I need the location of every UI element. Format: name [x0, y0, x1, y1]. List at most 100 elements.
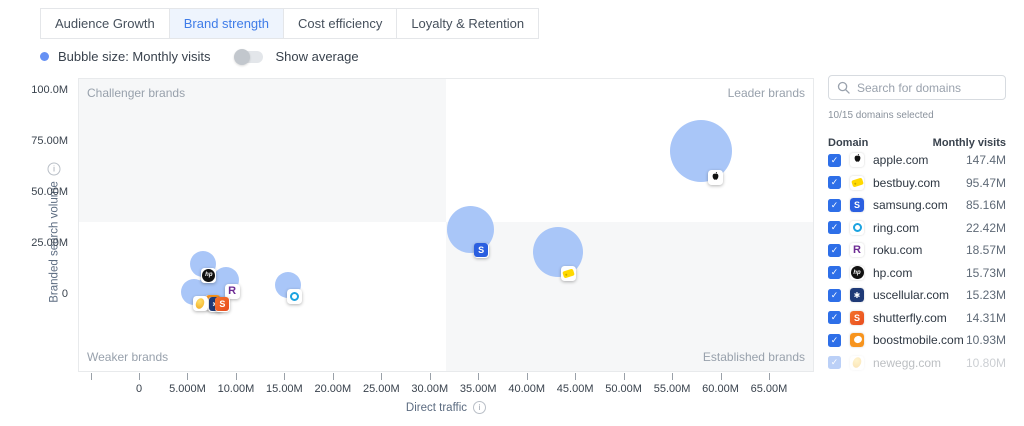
favicon-hp.com: hp [850, 265, 864, 280]
domain-name: newegg.com [873, 355, 942, 370]
column-domain: Domain [828, 137, 869, 149]
x-tick-label: 5.000M [169, 383, 206, 395]
quadrant-label-challenger: Challenger brands [87, 86, 186, 100]
samsung-icon: S [850, 198, 864, 213]
x-tick-label: 60.00M [702, 383, 739, 395]
bubble-favicon-roku.com: R [224, 283, 240, 299]
favicon-samsung.com: S [850, 198, 864, 213]
tab-brand-strength[interactable]: Brand strength [168, 9, 284, 38]
x-tick-mark [381, 373, 383, 380]
domain-name: apple.com [873, 153, 929, 168]
domain-checkbox[interactable]: ✓ [828, 221, 841, 235]
domain-monthly-visits: 147.4M [965, 153, 1006, 168]
x-tick-label: 50.00M [605, 383, 642, 395]
bubble-apple.com[interactable] [670, 120, 733, 182]
domain-row-boostmobile.com[interactable]: ✓ boostmobile.com 10.93M [828, 329, 1006, 352]
x-tick-label: 40.00M [508, 383, 546, 395]
quadrant-fill-bottom-right [446, 221, 813, 371]
uscellular-icon: ✱ [850, 288, 864, 303]
favicon-bestbuy.com [850, 175, 864, 190]
tab-audience-growth[interactable]: Audience Growth [55, 16, 155, 31]
domain-search-input[interactable] [857, 80, 997, 95]
ring-icon [852, 223, 862, 233]
x-tick-mark [720, 373, 722, 380]
y-tick-label: 50.00M [31, 186, 68, 198]
x-axis-info-icon[interactable]: i [473, 401, 487, 414]
domain-checkbox[interactable]: ✓ [828, 153, 841, 167]
domain-name: roku.com [873, 243, 923, 258]
domain-name: shutterfly.com [873, 310, 947, 325]
x-tick-mark [768, 373, 770, 380]
bubble-favicon-apple.com [707, 170, 723, 186]
domain-search-box [828, 75, 1006, 100]
bubble-favicon-newegg.com [192, 295, 208, 311]
ring-icon [289, 291, 299, 301]
x-tick-label: 45.00M [556, 383, 594, 395]
domain-monthly-visits: 15.23M [965, 288, 1006, 303]
roku-icon: R [853, 244, 861, 257]
domain-row-newegg.com[interactable]: ✓ newegg.com 10.80M [828, 352, 1006, 375]
domain-checkbox[interactable]: ✓ [828, 176, 841, 190]
domain-row-uscellular.com[interactable]: ✓ ✱ uscellular.com 15.23M [828, 284, 1006, 307]
y-axis-info-icon[interactable]: i [47, 162, 61, 176]
domain-checkbox[interactable]: ✓ [828, 333, 841, 347]
domain-row-ring.com[interactable]: ✓ ring.com 22.42M [828, 217, 1006, 240]
x-axis-title-text: Direct traffic [405, 401, 468, 414]
domain-monthly-visits: 10.80M [965, 355, 1006, 370]
x-tick-mark [332, 373, 334, 380]
quadrant-fill-top-left [79, 79, 447, 222]
bubble-size-dot-icon [40, 52, 49, 61]
domains-panel: 10/15 domains selected Domain Monthly vi… [828, 75, 1006, 374]
domain-monthly-visits: 15.73M [965, 265, 1006, 280]
domain-monthly-visits: 18.57M [965, 243, 1006, 258]
shutterfly-icon: S [215, 297, 230, 312]
newegg-icon [194, 296, 207, 310]
chart-legend-row: Bubble size: Monthly visits Show average [40, 48, 359, 65]
bestbuy-icon [562, 268, 576, 279]
x-tick-label: 10.00M [217, 383, 255, 395]
tab-cost-efficiency[interactable]: Cost efficiency [283, 9, 396, 38]
domain-name: samsung.com [873, 198, 948, 213]
search-icon [837, 81, 850, 94]
quadrant-label-weaker: Weaker brands [87, 350, 169, 364]
y-axis-title: Branded search volume i [47, 133, 61, 333]
x-tick-label: 0 [135, 383, 143, 395]
x-tick-label: 35.00M [459, 383, 497, 395]
domain-checkbox[interactable]: ✓ [828, 243, 841, 257]
domain-row-apple.com[interactable]: ✓ apple.com 147.4M [828, 149, 1006, 172]
apple-icon [852, 153, 863, 167]
tab-loyalty-retention[interactable]: Loyalty & Retention [396, 9, 538, 38]
quadrant-label-established: Established brands [702, 350, 805, 364]
domain-row-hp.com[interactable]: ✓ hp hp.com 15.73M [828, 262, 1006, 285]
favicon-apple.com [850, 153, 864, 168]
domain-monthly-visits: 85.16M [965, 198, 1006, 213]
toggle-knob [234, 48, 251, 65]
x-tick-label: 30.00M [411, 383, 449, 395]
x-tick-mark [575, 373, 577, 380]
domain-checkbox[interactable]: ✓ [828, 266, 841, 280]
samsung-icon: S [474, 243, 489, 258]
domain-checkbox[interactable]: ✓ [828, 198, 841, 212]
bubble-favicon-ring.com [286, 288, 302, 304]
y-tick-label: 75.00M [31, 135, 68, 147]
domain-row-bestbuy.com[interactable]: ✓ bestbuy.com 95.47M [828, 172, 1006, 195]
bubble-favicon-bestbuy.com [561, 266, 577, 282]
x-tick-mark [90, 373, 92, 380]
metric-tabs: Audience Growth Brand strength Cost effi… [40, 8, 540, 39]
x-tick-mark [672, 373, 674, 380]
domain-monthly-visits: 95.47M [965, 175, 1006, 190]
shutterfly-icon: S [850, 310, 864, 325]
domain-monthly-visits: 22.42M [965, 220, 1006, 235]
domain-checkbox[interactable]: ✓ [828, 356, 841, 370]
favicon-uscellular.com: ✱ [850, 288, 864, 303]
show-average-toggle[interactable] [234, 48, 264, 65]
hp-icon: hp [850, 266, 864, 280]
domain-checkbox[interactable]: ✓ [828, 311, 841, 325]
domain-checkbox[interactable]: ✓ [828, 288, 841, 302]
domain-monthly-visits: 14.31M [965, 310, 1006, 325]
